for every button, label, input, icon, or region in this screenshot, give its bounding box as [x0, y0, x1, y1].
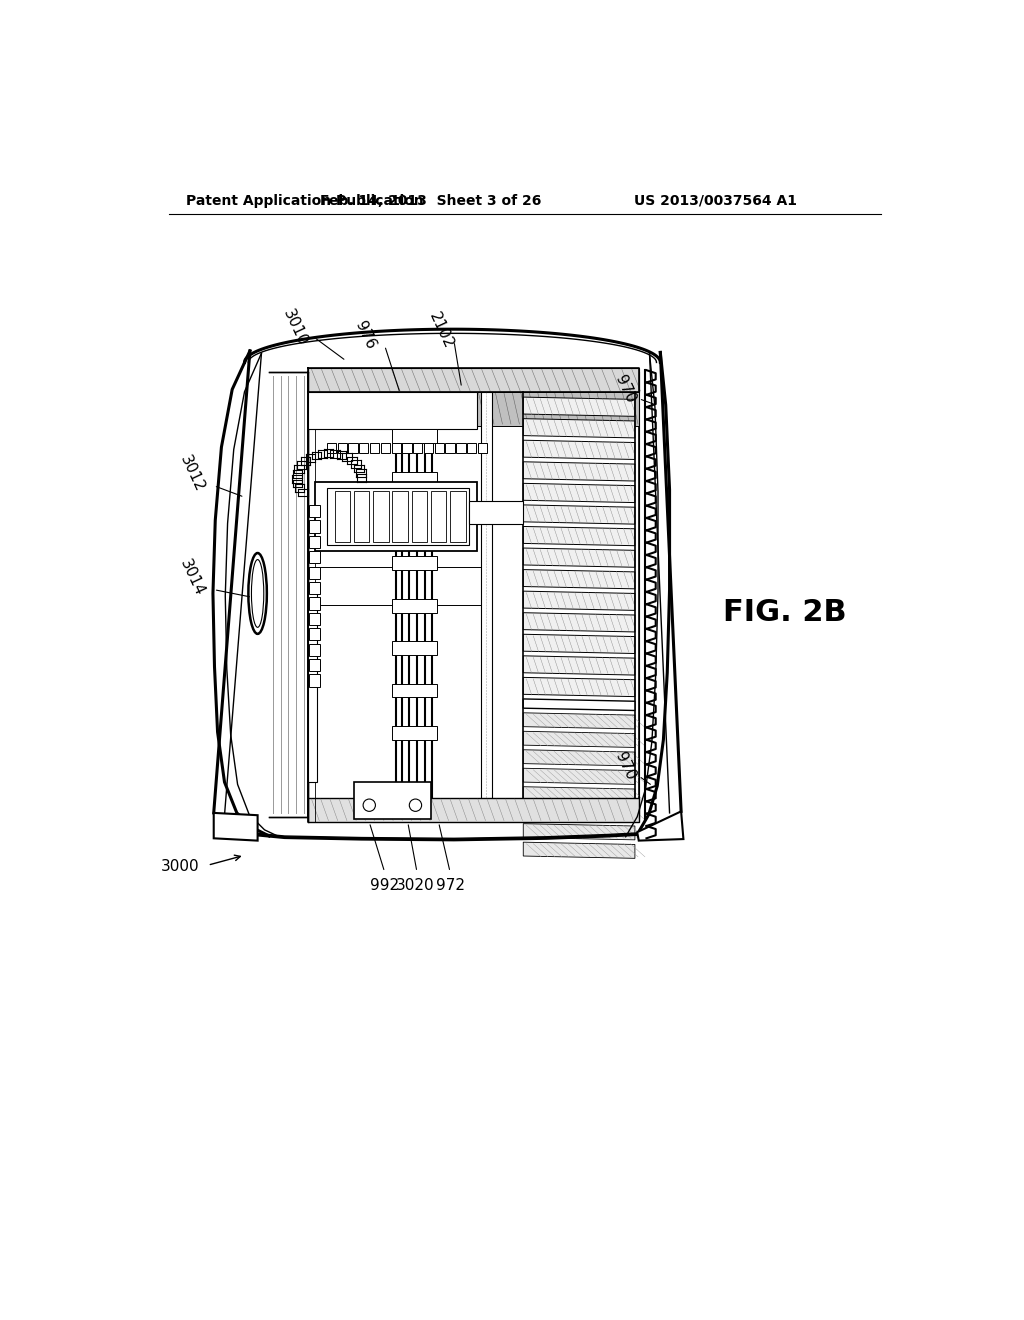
- Polygon shape: [309, 598, 319, 610]
- Polygon shape: [392, 726, 437, 739]
- Polygon shape: [309, 536, 319, 548]
- Polygon shape: [523, 787, 635, 803]
- Polygon shape: [309, 506, 319, 517]
- Polygon shape: [523, 768, 635, 784]
- Polygon shape: [523, 506, 635, 524]
- Text: Feb. 14, 2013  Sheet 3 of 26: Feb. 14, 2013 Sheet 3 of 26: [321, 194, 542, 207]
- Text: 2102: 2102: [426, 309, 456, 351]
- Polygon shape: [335, 491, 350, 543]
- Polygon shape: [523, 731, 635, 747]
- Polygon shape: [392, 491, 408, 543]
- Polygon shape: [413, 444, 422, 453]
- Polygon shape: [309, 566, 319, 579]
- Polygon shape: [381, 444, 390, 453]
- Polygon shape: [523, 591, 635, 610]
- Polygon shape: [523, 824, 635, 840]
- Text: 3020: 3020: [396, 878, 435, 894]
- Polygon shape: [392, 429, 437, 444]
- Polygon shape: [467, 444, 476, 453]
- Polygon shape: [523, 612, 635, 632]
- Polygon shape: [309, 628, 319, 640]
- Polygon shape: [354, 781, 431, 818]
- Polygon shape: [348, 444, 357, 453]
- Polygon shape: [309, 675, 319, 686]
- Polygon shape: [370, 444, 379, 453]
- Polygon shape: [481, 392, 493, 799]
- Text: 976: 976: [352, 319, 378, 352]
- Polygon shape: [424, 444, 433, 453]
- Polygon shape: [523, 527, 635, 545]
- Polygon shape: [392, 642, 437, 655]
- Polygon shape: [451, 491, 466, 543]
- Polygon shape: [523, 483, 635, 503]
- Polygon shape: [523, 842, 635, 858]
- Polygon shape: [307, 368, 639, 392]
- Polygon shape: [391, 444, 400, 453]
- Polygon shape: [392, 684, 437, 697]
- Polygon shape: [307, 392, 477, 429]
- Polygon shape: [445, 444, 455, 453]
- Polygon shape: [315, 482, 477, 552]
- Polygon shape: [327, 444, 336, 453]
- Text: 3010: 3010: [280, 308, 309, 348]
- Text: 970: 970: [612, 750, 639, 783]
- Polygon shape: [309, 644, 319, 656]
- Polygon shape: [354, 491, 370, 543]
- Text: 970: 970: [612, 374, 639, 405]
- Polygon shape: [523, 750, 635, 766]
- Polygon shape: [523, 656, 635, 675]
- Polygon shape: [523, 441, 635, 459]
- Polygon shape: [523, 462, 635, 480]
- Polygon shape: [309, 612, 319, 626]
- Polygon shape: [478, 444, 487, 453]
- Polygon shape: [523, 570, 635, 589]
- Polygon shape: [309, 659, 319, 671]
- Polygon shape: [373, 491, 388, 543]
- Polygon shape: [309, 552, 319, 564]
- Text: FIG. 2B: FIG. 2B: [724, 598, 847, 627]
- Polygon shape: [523, 677, 635, 697]
- Text: 3012: 3012: [177, 454, 207, 495]
- Polygon shape: [477, 392, 639, 425]
- Polygon shape: [523, 713, 635, 729]
- Polygon shape: [392, 471, 437, 486]
- Text: 3000: 3000: [161, 859, 200, 874]
- Polygon shape: [523, 635, 635, 653]
- Polygon shape: [214, 813, 258, 841]
- Polygon shape: [457, 444, 466, 453]
- Text: 992: 992: [370, 878, 399, 894]
- Polygon shape: [637, 812, 683, 841]
- Polygon shape: [392, 557, 437, 570]
- Polygon shape: [307, 590, 316, 781]
- Polygon shape: [523, 700, 635, 710]
- Polygon shape: [359, 444, 369, 453]
- Text: 972: 972: [435, 878, 465, 894]
- Polygon shape: [523, 805, 635, 821]
- Text: 3014: 3014: [177, 557, 207, 599]
- Text: Patent Application Publication: Patent Application Publication: [186, 194, 424, 207]
- Polygon shape: [392, 599, 437, 612]
- Polygon shape: [307, 797, 639, 822]
- Polygon shape: [392, 515, 437, 528]
- Polygon shape: [412, 491, 427, 543]
- Polygon shape: [523, 418, 635, 438]
- Polygon shape: [338, 444, 347, 453]
- Polygon shape: [523, 397, 635, 416]
- Polygon shape: [431, 491, 446, 543]
- Polygon shape: [327, 488, 469, 545]
- Polygon shape: [402, 444, 412, 453]
- Polygon shape: [309, 582, 319, 594]
- Polygon shape: [435, 444, 444, 453]
- Polygon shape: [523, 548, 635, 568]
- Text: US 2013/0037564 A1: US 2013/0037564 A1: [634, 194, 798, 207]
- Polygon shape: [469, 502, 523, 524]
- Polygon shape: [309, 520, 319, 533]
